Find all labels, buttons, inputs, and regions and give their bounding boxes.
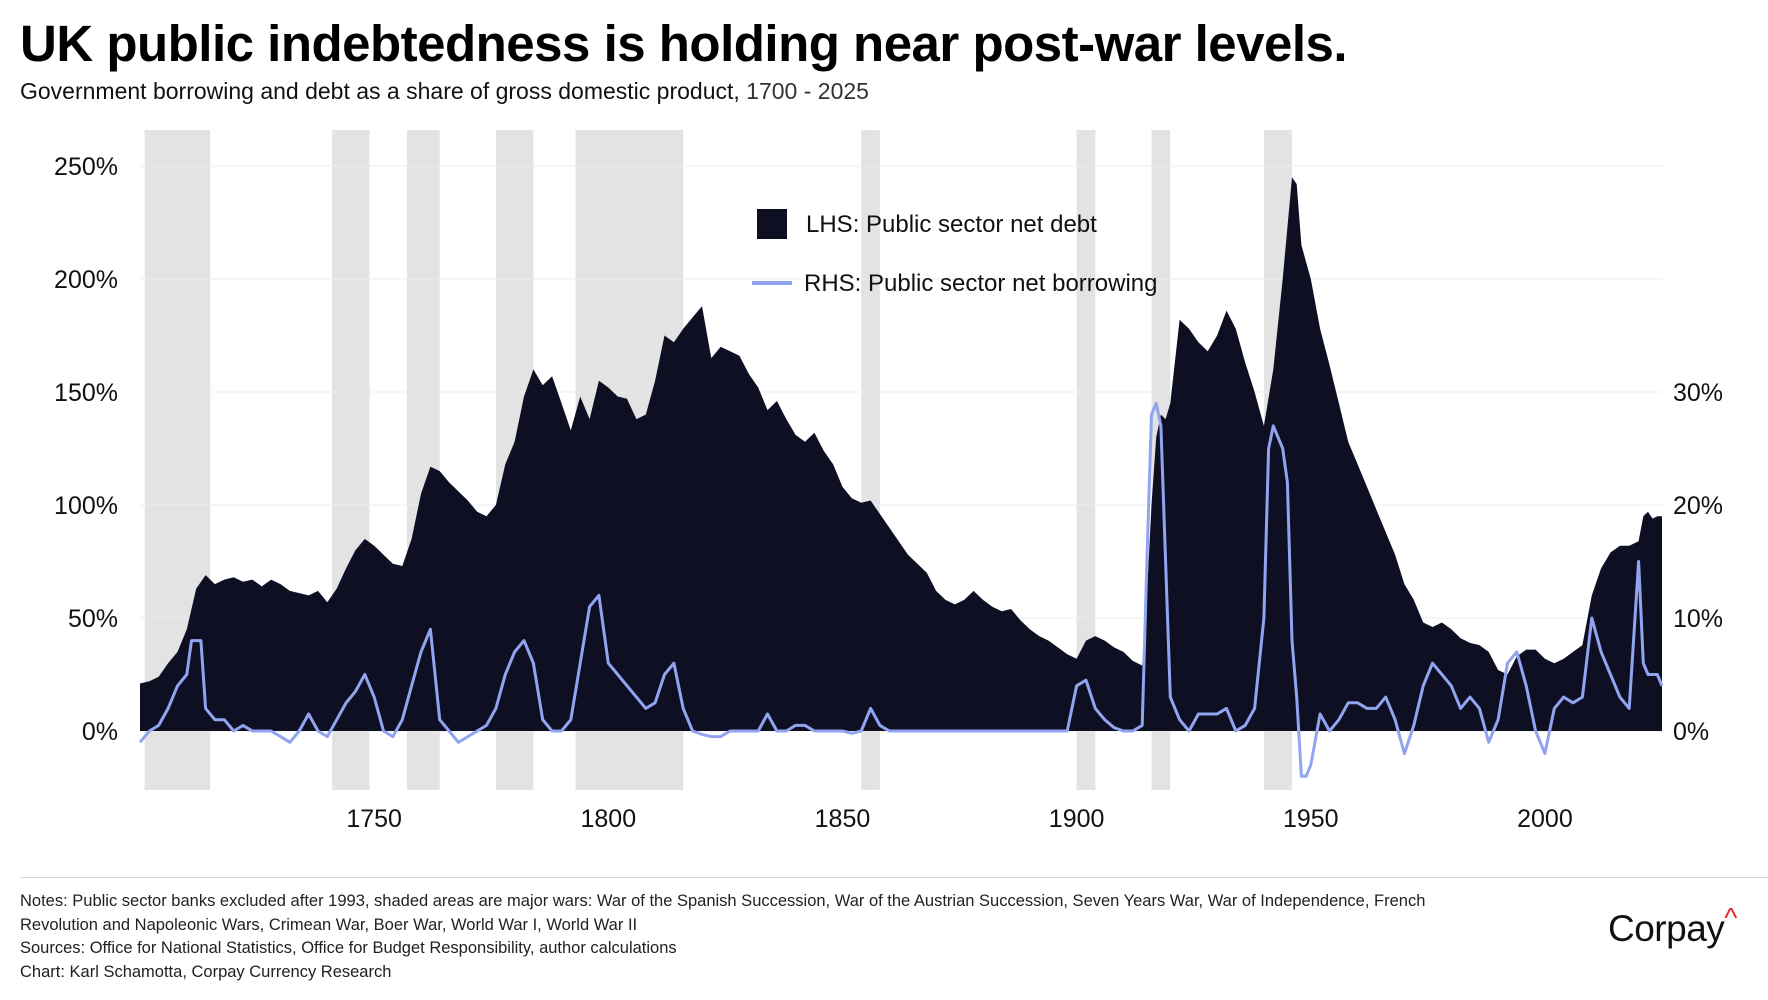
chart-area: 0% 50% 100% 150% 200% 250% 0% 10% 20% 30% 1750 1800… [54, 130, 1723, 833]
war-band-6 [1076, 130, 1096, 790]
borrowing-line-series [138, 401, 1664, 778]
x-tick-label: 1900 [1049, 805, 1105, 833]
x-tick-label: 1950 [1283, 805, 1339, 833]
y-left-tick-label: 200% [54, 266, 118, 294]
legend-label-debt: LHS: Public sector net debt [806, 211, 1097, 238]
y-right-tick-label: 0% [1673, 718, 1709, 746]
sources-text: Sources: Office for National Statistics,… [20, 939, 677, 957]
logo-caret-icon: ^ [1724, 902, 1737, 933]
x-tick-label: 1750 [346, 805, 402, 833]
x-tick-label: 1850 [815, 805, 871, 833]
y-right-tick-label: 30% [1673, 379, 1723, 407]
legend-label-borrowing: RHS: Public sector net borrowing [804, 270, 1157, 297]
corpay-logo: Corpay^ [1608, 902, 1737, 949]
y-left-tick-label: 0% [82, 718, 118, 746]
debt-area-series [140, 177, 1662, 732]
y-left-tick-label: 100% [54, 492, 118, 520]
subtitle-range: 1700 - 2025 [746, 78, 869, 104]
legend-swatch-debt [757, 209, 787, 239]
subtitle-text: Government borrowing and debt as a share… [20, 78, 740, 104]
legend: LHS: Public sector net debt RHS: Public … [752, 209, 1157, 297]
y-left-tick-label: 150% [54, 379, 118, 407]
chart-title: UK public indebtedness is holding near p… [20, 15, 1348, 72]
y-left-tick-label: 50% [68, 605, 118, 633]
footer-divider [20, 877, 1768, 878]
x-tick-label: 1800 [580, 805, 636, 833]
credit-text: Chart: Karl Schamotta, Corpay Currency R… [20, 962, 392, 981]
y-left-tick-label: 250% [54, 153, 118, 181]
chart-subtitle: Government borrowing and debt as a share… [20, 78, 869, 105]
x-tick-label: 2000 [1517, 805, 1573, 833]
y-right-tick-label: 20% [1673, 492, 1723, 520]
chart-notes: Notes: Public sector banks excluded afte… [20, 890, 1490, 984]
y-right-tick-label: 10% [1673, 605, 1723, 633]
axis-layer: 0% 50% 100% 150% 200% 250% 0% 10% 20% 30% 1750 1800… [54, 153, 1723, 833]
notes-text: Notes: Public sector banks excluded afte… [20, 892, 1426, 934]
